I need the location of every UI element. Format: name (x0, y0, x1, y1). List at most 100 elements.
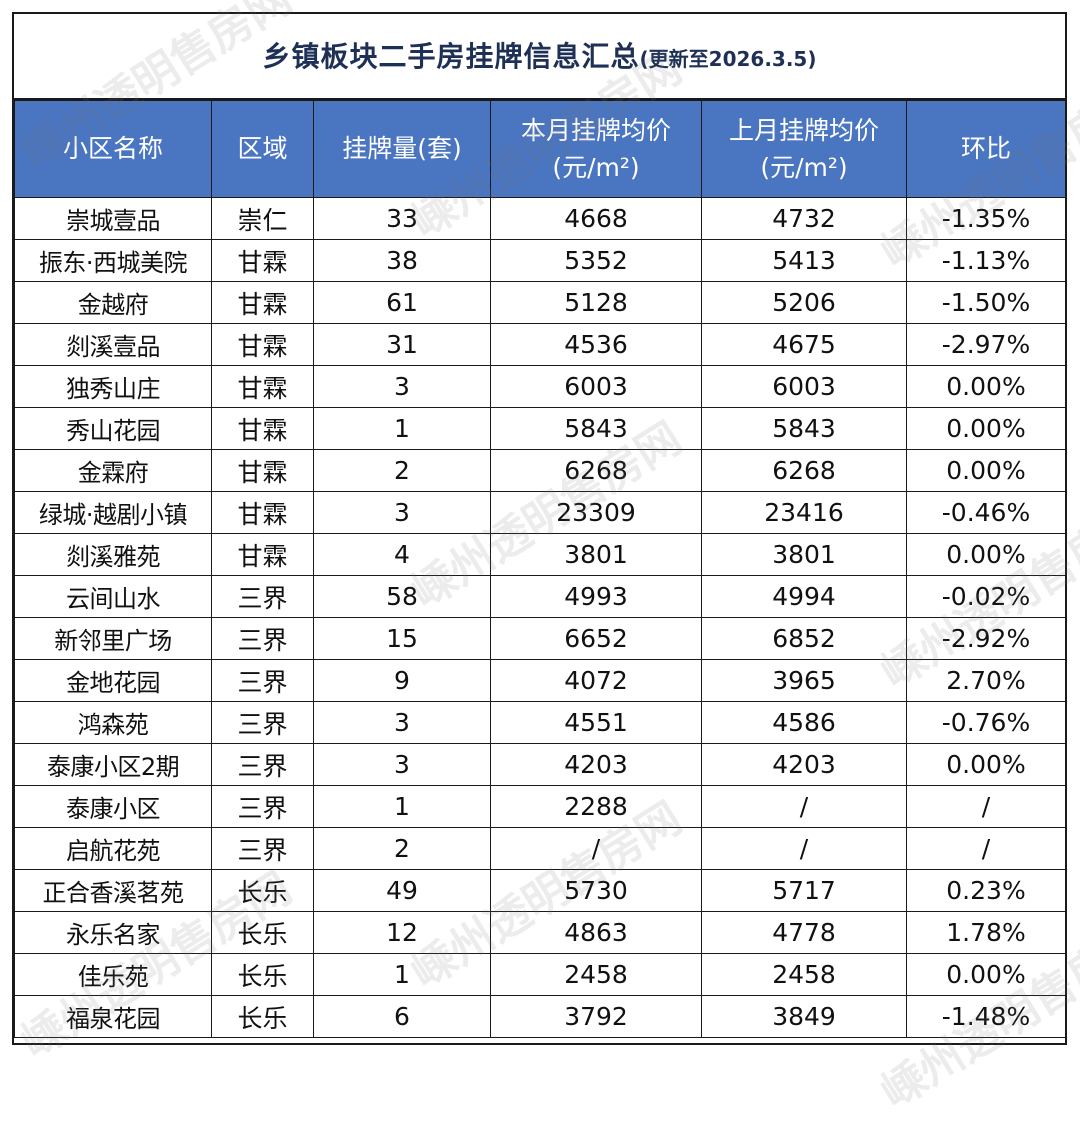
community-name-cell: 新邻里广场 (14, 617, 212, 660)
listing-count-cell: 9 (313, 659, 491, 702)
listing-count-cell: 2 (313, 827, 491, 870)
mom-change-cell: 0.23% (906, 869, 1066, 912)
community-name-cell: 福泉花园 (14, 995, 212, 1038)
column-community-name-header: 小区名称 (14, 100, 212, 198)
listing-count-cell: 58 (313, 575, 491, 618)
table-row: 永乐名家 长乐 12 4863 4778 1.78% (14, 911, 1066, 954)
community-name-cell: 金地花园 (14, 659, 212, 702)
table-row: 正合香溪茗苑 长乐 49 5730 5717 0.23% (14, 869, 1066, 912)
area-cell: 甘霖 (211, 533, 314, 576)
listing-count-cell: 1 (313, 785, 491, 828)
header-label: 环比 (960, 134, 1011, 164)
this-month-price-cell: 4203 (490, 743, 702, 786)
mom-change-cell: -2.92% (906, 617, 1066, 660)
listing-count-cell: 49 (313, 869, 491, 912)
listing-count-cell: 2 (313, 449, 491, 492)
this-month-price-cell: 4072 (490, 659, 702, 702)
mom-change-cell: / (906, 785, 1066, 828)
area-cell: 长乐 (211, 995, 314, 1038)
mom-change-cell: 2.70% (906, 659, 1066, 702)
table-row: 独秀山庄 甘霖 3 6003 6003 0.00% (14, 365, 1066, 408)
mom-change-cell: -1.50% (906, 281, 1066, 324)
listing-count-cell: 61 (313, 281, 491, 324)
community-name-cell: 剡溪壹品 (14, 323, 212, 366)
community-name-cell: 云间山水 (14, 575, 212, 618)
last-month-price-cell: 4994 (701, 575, 907, 618)
table-title: 乡镇板块二手房挂牌信息汇总(更新至2026.3.5) (14, 14, 1065, 100)
last-month-price-cell: 5206 (701, 281, 907, 324)
mom-change-cell: -0.02% (906, 575, 1066, 618)
mom-change-cell: / (906, 827, 1066, 870)
last-month-price-cell: 23416 (701, 491, 907, 534)
community-name-cell: 剡溪雅苑 (14, 533, 212, 576)
this-month-price-cell: 4551 (490, 701, 702, 744)
last-month-price-cell: 4732 (701, 197, 907, 240)
listing-count-cell: 6 (313, 995, 491, 1038)
area-cell: 甘霖 (211, 239, 314, 282)
header-label: 小区名称 (62, 134, 163, 164)
header-label: 本月挂牌均价 (520, 115, 671, 145)
column-listing-count-header: 挂牌量(套) (313, 100, 491, 198)
community-name-cell: 鸿森苑 (14, 701, 212, 744)
table-row: 崇城壹品 崇仁 33 4668 4732 -1.35% (14, 197, 1066, 240)
last-month-price-cell: 3801 (701, 533, 907, 576)
listing-count-cell: 1 (313, 953, 491, 996)
listing-count-cell: 3 (313, 701, 491, 744)
header-row: 小区名称 区域 挂牌量(套) 本月挂牌均价 (元/m²) 上月挂牌均价 (元/m²) 环比 (14, 100, 1066, 198)
table-row: 金地花园 三界 9 4072 3965 2.70% (14, 659, 1066, 702)
listing-count-cell: 12 (313, 911, 491, 954)
last-month-price-cell: 6003 (701, 365, 907, 408)
area-cell: 甘霖 (211, 491, 314, 534)
area-cell: 三界 (211, 575, 314, 618)
header-unit: (元/m²) (552, 153, 640, 182)
area-cell: 崇仁 (211, 197, 314, 240)
listing-count-cell: 15 (313, 617, 491, 660)
area-cell: 三界 (211, 743, 314, 786)
mom-change-cell: -1.48% (906, 995, 1066, 1038)
title-update-date: (更新至2026.3.5) (639, 47, 817, 71)
title-main: 乡镇板块二手房挂牌信息汇总 (262, 40, 640, 73)
listing-count-cell: 1 (313, 407, 491, 450)
table-row: 鸿森苑 三界 3 4551 4586 -0.76% (14, 701, 1066, 744)
mom-change-cell: -2.97% (906, 323, 1066, 366)
last-month-price-cell: / (701, 827, 907, 870)
this-month-price-cell: 6652 (490, 617, 702, 660)
last-month-price-cell: 4675 (701, 323, 907, 366)
area-cell: 三界 (211, 617, 314, 660)
mom-change-cell: 0.00% (906, 365, 1066, 408)
mom-change-cell: -1.13% (906, 239, 1066, 282)
listing-count-cell: 3 (313, 743, 491, 786)
this-month-price-cell: 3792 (490, 995, 702, 1038)
table-row: 金越府 甘霖 61 5128 5206 -1.50% (14, 281, 1066, 324)
area-cell: 长乐 (211, 911, 314, 954)
this-month-price-cell: 2458 (490, 953, 702, 996)
this-month-price-cell: 6268 (490, 449, 702, 492)
this-month-price-cell: 5128 (490, 281, 702, 324)
last-month-price-cell: 5843 (701, 407, 907, 450)
community-name-cell: 泰康小区2期 (14, 743, 212, 786)
community-name-cell: 振东·西城美院 (14, 239, 212, 282)
this-month-price-cell: 5352 (490, 239, 702, 282)
header-label: 上月挂牌均价 (728, 115, 879, 145)
area-cell: 甘霖 (211, 281, 314, 324)
header-label: 区域 (237, 134, 288, 164)
area-cell: 三界 (211, 659, 314, 702)
this-month-price-cell: 6003 (490, 365, 702, 408)
this-month-price-cell: 5843 (490, 407, 702, 450)
area-cell: 甘霖 (211, 323, 314, 366)
header-unit: (元/m²) (760, 153, 848, 182)
mom-change-cell: 0.00% (906, 743, 1066, 786)
last-month-price-cell: 4203 (701, 743, 907, 786)
community-name-cell: 佳乐苑 (14, 953, 212, 996)
this-month-price-cell: 5730 (490, 869, 702, 912)
table-row: 泰康小区 三界 1 2288// (14, 785, 1066, 828)
community-name-cell: 泰康小区 (14, 785, 212, 828)
community-name-cell: 独秀山庄 (14, 365, 212, 408)
listing-count-cell: 38 (313, 239, 491, 282)
this-month-price-cell: 4993 (490, 575, 702, 618)
mom-change-cell: -0.76% (906, 701, 1066, 744)
area-cell: 三界 (211, 785, 314, 828)
table-row: 启航花苑 三界 2// / (14, 827, 1066, 870)
area-cell: 三界 (211, 827, 314, 870)
listing-count-cell: 3 (313, 491, 491, 534)
